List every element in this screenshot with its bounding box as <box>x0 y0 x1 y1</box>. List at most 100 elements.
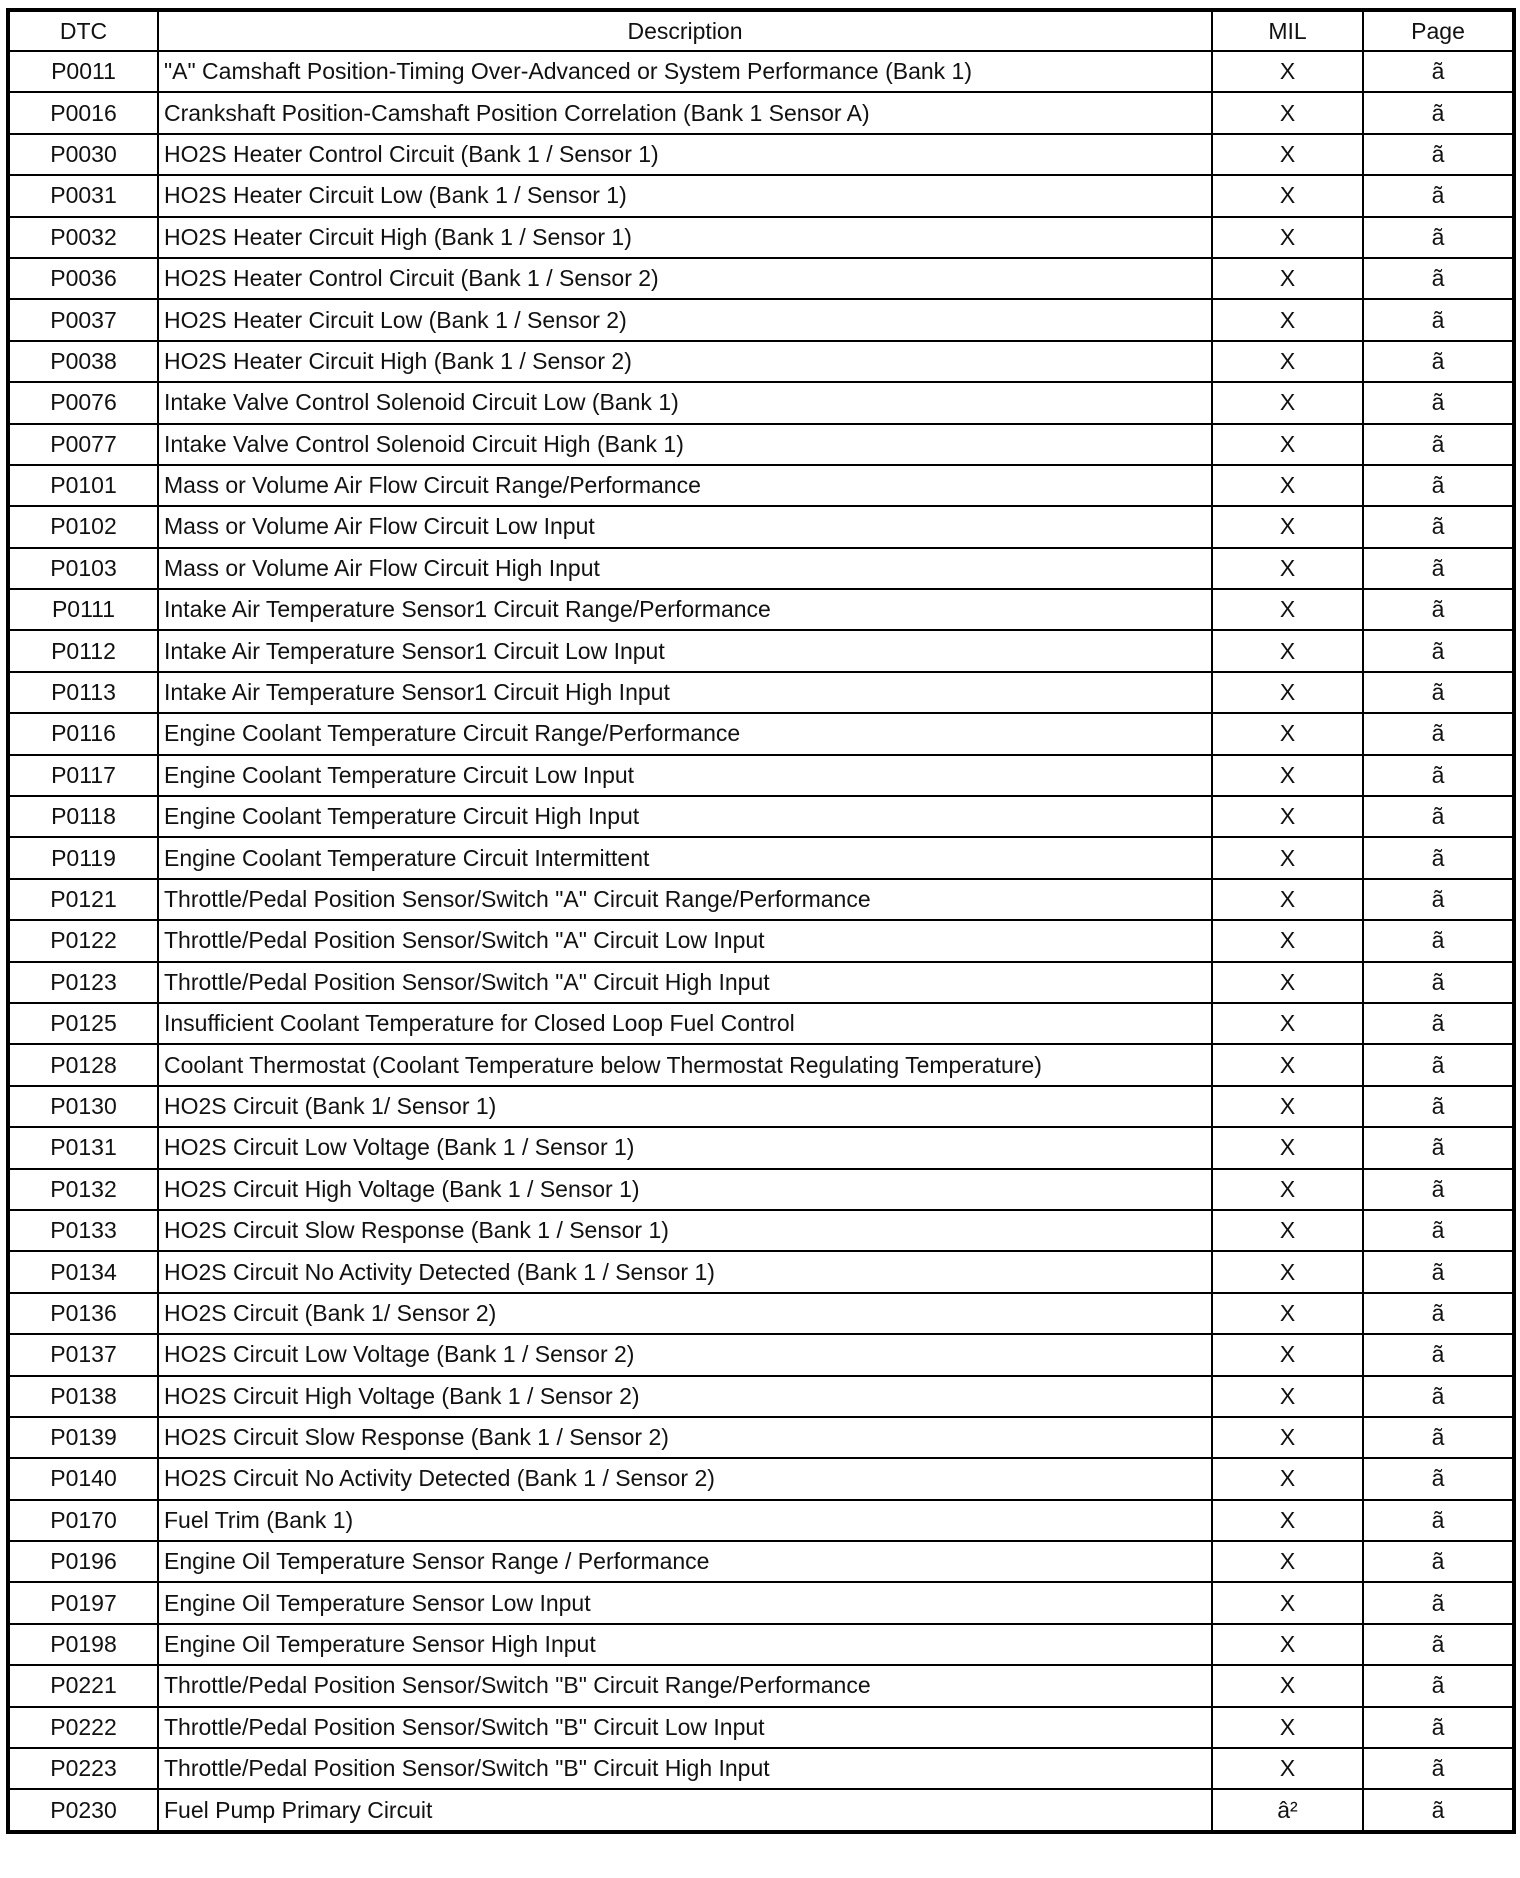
page-cell: ã <box>1362 1664 1515 1708</box>
header-dtc: DTC <box>7 9 159 52</box>
page-cell: ã <box>1362 1622 1515 1667</box>
dtc-cell: P0031 <box>7 174 159 218</box>
description-cell: Engine Coolant Temperature Circuit Range… <box>157 712 1213 756</box>
mil-cell: X <box>1211 1705 1364 1750</box>
table-row: P0196 Engine Oil Temperature Sensor Range… <box>7 1540 1515 1584</box>
mil-cell: X <box>1211 877 1364 922</box>
page-cell: ã <box>1362 1043 1515 1087</box>
table-row: P0197 Engine Oil Temperature Sensor Low I… <box>7 1581 1515 1625</box>
page-cell: ã <box>1362 1415 1515 1460</box>
mil-cell: X <box>1211 463 1364 508</box>
dtc-cell: P0140 <box>7 1457 159 1501</box>
dtc-cell: P0136 <box>7 1291 159 1336</box>
mil-cell: X <box>1211 1084 1364 1129</box>
description-cell: HO2S Heater Control Circuit (Bank 1 / Se… <box>157 132 1213 177</box>
page-cell: ã <box>1362 174 1515 218</box>
mil-cell: X <box>1211 795 1364 839</box>
mil-cell: X <box>1211 670 1364 715</box>
dtc-cell: P0223 <box>7 1747 159 1791</box>
table-row: P0132 HO2S Circuit High Voltage (Bank 1 /… <box>7 1167 1515 1211</box>
page-cell: ã <box>1362 298 1515 342</box>
page-cell: ã <box>1362 795 1515 839</box>
table-row: P0140 HO2S Circuit No Activity Detected (… <box>7 1457 1515 1501</box>
table-row: P0038 HO2S Heater Circuit High (Bank 1 / … <box>7 339 1515 384</box>
mil-cell: X <box>1211 1664 1364 1708</box>
dtc-cell: P0119 <box>7 836 159 880</box>
table-row: P0037 HO2S Heater Circuit Low (Bank 1 / S… <box>7 298 1515 342</box>
description-cell: HO2S Circuit No Activity Detected (Bank … <box>157 1457 1213 1501</box>
description-cell: HO2S Circuit (Bank 1/ Sensor 2) <box>157 1291 1213 1336</box>
table-row: P0123 Throttle/Pedal Position Sensor/Swit… <box>7 960 1515 1004</box>
mil-cell: X <box>1211 1498 1364 1543</box>
dtc-cell: P0130 <box>7 1084 159 1129</box>
mil-cell: X <box>1211 215 1364 259</box>
page-cell: ã <box>1362 712 1515 756</box>
mil-cell: X <box>1211 919 1364 963</box>
description-cell: "A" Camshaft Position-Timing Over-Advanc… <box>157 49 1213 94</box>
description-cell: Intake Valve Control Solenoid Circuit Lo… <box>157 381 1213 425</box>
dtc-cell: P0128 <box>7 1043 159 1087</box>
table-row: P0076 Intake Valve Control Solenoid Circu… <box>7 381 1515 425</box>
page-cell: ã <box>1362 49 1515 94</box>
page-cell: ã <box>1362 588 1515 632</box>
mil-cell: X <box>1211 1415 1364 1460</box>
table-row: P0032 HO2S Heater Circuit High (Bank 1 / … <box>7 215 1515 259</box>
dtc-cell: P0113 <box>7 670 159 715</box>
description-cell: Intake Air Temperature Sensor1 Circuit L… <box>157 629 1213 673</box>
mil-cell: X <box>1211 629 1364 673</box>
page-cell: ã <box>1362 1126 1515 1170</box>
mil-cell: X <box>1211 1291 1364 1336</box>
table-row: P0016 Crankshaft Position-Camshaft Positi… <box>7 91 1515 135</box>
dtc-table: DTC Description MIL Page P0011 "A" Camsha… <box>6 8 1516 1834</box>
description-cell: Throttle/Pedal Position Sensor/Switch "A… <box>157 960 1213 1004</box>
description-cell: Throttle/Pedal Position Sensor/Switch "B… <box>157 1664 1213 1708</box>
table-row: P0101 Mass or Volume Air Flow Circuit Ran… <box>7 463 1515 508</box>
table-row: P0221 Throttle/Pedal Position Sensor/Swit… <box>7 1664 1515 1708</box>
page-cell: ã <box>1362 753 1515 798</box>
description-cell: Mass or Volume Air Flow Circuit Low Inpu… <box>157 505 1213 549</box>
table-row: P0230 Fuel Pump Primary Circuit â² ã <box>7 1788 1515 1833</box>
dtc-cell: P0103 <box>7 546 159 591</box>
dtc-cell: P0137 <box>7 1333 159 1377</box>
page-cell: ã <box>1362 381 1515 425</box>
dtc-cell: P0170 <box>7 1498 159 1543</box>
description-cell: Engine Oil Temperature Sensor High Input <box>157 1622 1213 1667</box>
description-cell: Crankshaft Position-Camshaft Position Co… <box>157 91 1213 135</box>
table-row: P0117 Engine Coolant Temperature Circuit … <box>7 753 1515 798</box>
page-cell: ã <box>1362 1457 1515 1501</box>
mil-cell: X <box>1211 49 1364 94</box>
table-row: P0121 Throttle/Pedal Position Sensor/Swit… <box>7 877 1515 922</box>
description-cell: Fuel Trim (Bank 1) <box>157 1498 1213 1543</box>
description-cell: HO2S Circuit Slow Response (Bank 1 / Sen… <box>157 1415 1213 1460</box>
page-cell: ã <box>1362 670 1515 715</box>
dtc-cell: P0032 <box>7 215 159 259</box>
table-row: P0139 HO2S Circuit Slow Response (Bank 1 … <box>7 1415 1515 1460</box>
page-cell: ã <box>1362 1374 1515 1418</box>
table-row: P0103 Mass or Volume Air Flow Circuit Hig… <box>7 546 1515 591</box>
mil-cell: X <box>1211 1540 1364 1584</box>
dtc-cell: P0122 <box>7 919 159 963</box>
mil-cell: X <box>1211 298 1364 342</box>
dtc-cell: P0102 <box>7 505 159 549</box>
dtc-cell: P0123 <box>7 960 159 1004</box>
mil-cell: X <box>1211 1747 1364 1791</box>
mil-cell: X <box>1211 753 1364 798</box>
description-cell: HO2S Circuit Slow Response (Bank 1 / Sen… <box>157 1208 1213 1253</box>
dtc-cell: P0101 <box>7 463 159 508</box>
dtc-cell: P0132 <box>7 1167 159 1211</box>
page-cell: ã <box>1362 919 1515 963</box>
description-cell: HO2S Circuit Low Voltage (Bank 1 / Senso… <box>157 1333 1213 1377</box>
table-row: P0198 Engine Oil Temperature Sensor High … <box>7 1622 1515 1667</box>
mil-cell: X <box>1211 174 1364 218</box>
table-row: P0137 HO2S Circuit Low Voltage (Bank 1 / … <box>7 1333 1515 1377</box>
table-row: P0128 Coolant Thermostat (Coolant Tempera… <box>7 1043 1515 1087</box>
dtc-cell: P0197 <box>7 1581 159 1625</box>
header-row: DTC Description MIL Page <box>7 9 1515 52</box>
dtc-cell: P0118 <box>7 795 159 839</box>
mil-cell: X <box>1211 91 1364 135</box>
dtc-cell: P0134 <box>7 1250 159 1294</box>
dtc-cell: P0139 <box>7 1415 159 1460</box>
page-cell: ã <box>1362 339 1515 384</box>
